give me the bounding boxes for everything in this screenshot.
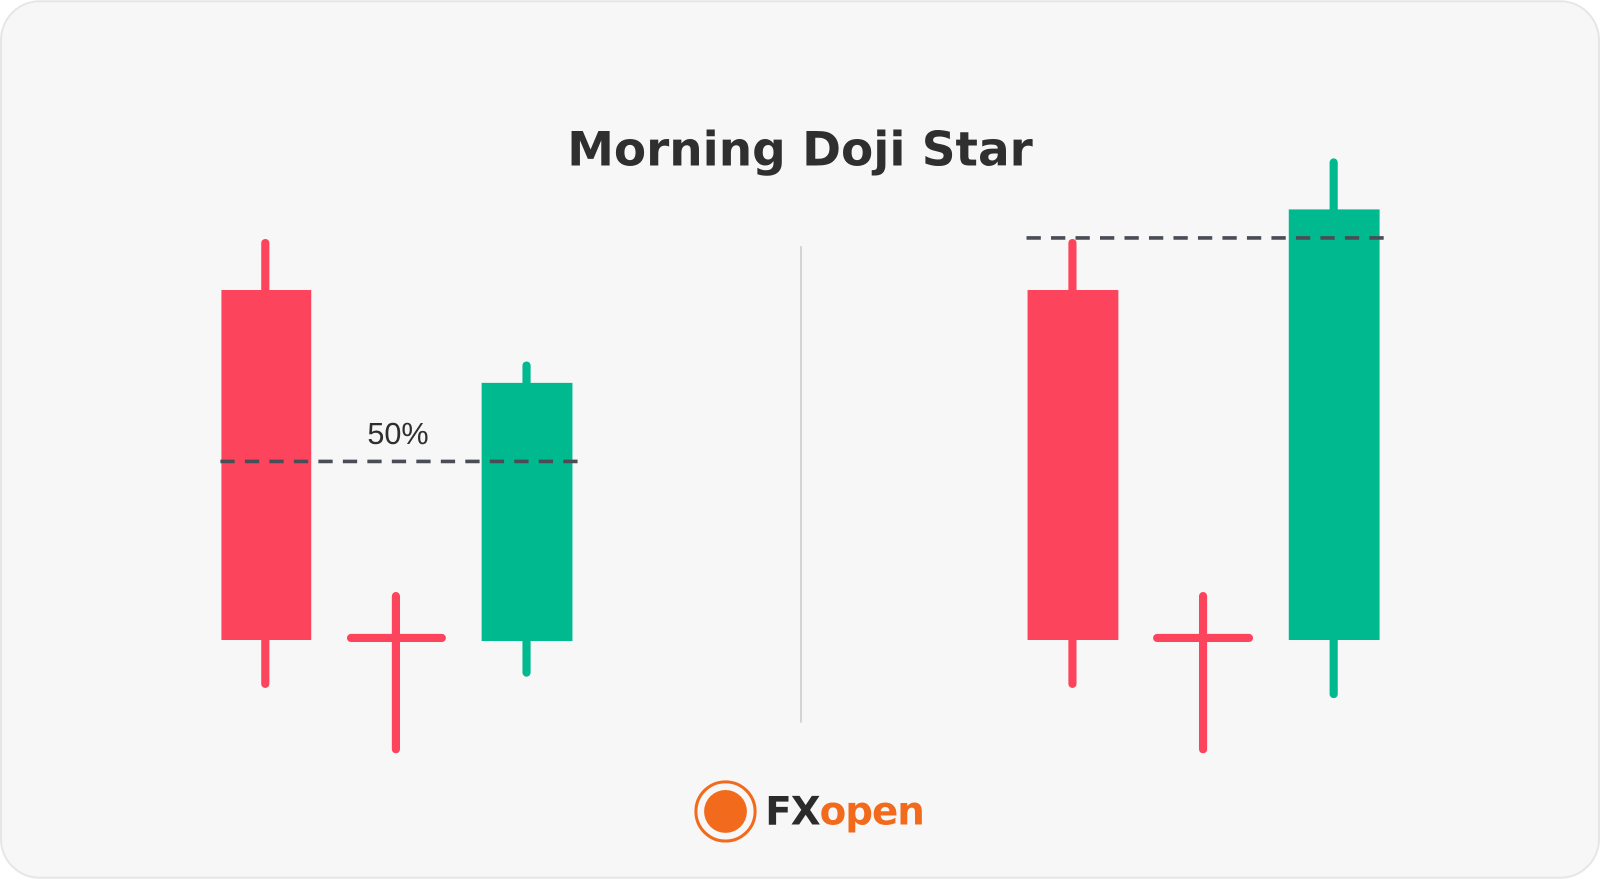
- title: Morning Doji Star: [567, 123, 1033, 178]
- left-pattern: [220, 238, 578, 754]
- logo: FXopen: [694, 780, 925, 843]
- right-pattern: [1026, 158, 1384, 754]
- bullish-candle: [1288, 209, 1380, 641]
- percent-label: 50%: [367, 417, 428, 451]
- logo-ring: [694, 780, 757, 843]
- logo-mark: [704, 790, 747, 833]
- logo-text: FXopen: [765, 790, 924, 835]
- bearish-candle: [1027, 290, 1119, 641]
- logo-suffix: open: [820, 790, 924, 835]
- logo-prefix: FX: [765, 790, 820, 835]
- bullish-candle: [481, 382, 573, 642]
- bearish-candle: [221, 290, 312, 641]
